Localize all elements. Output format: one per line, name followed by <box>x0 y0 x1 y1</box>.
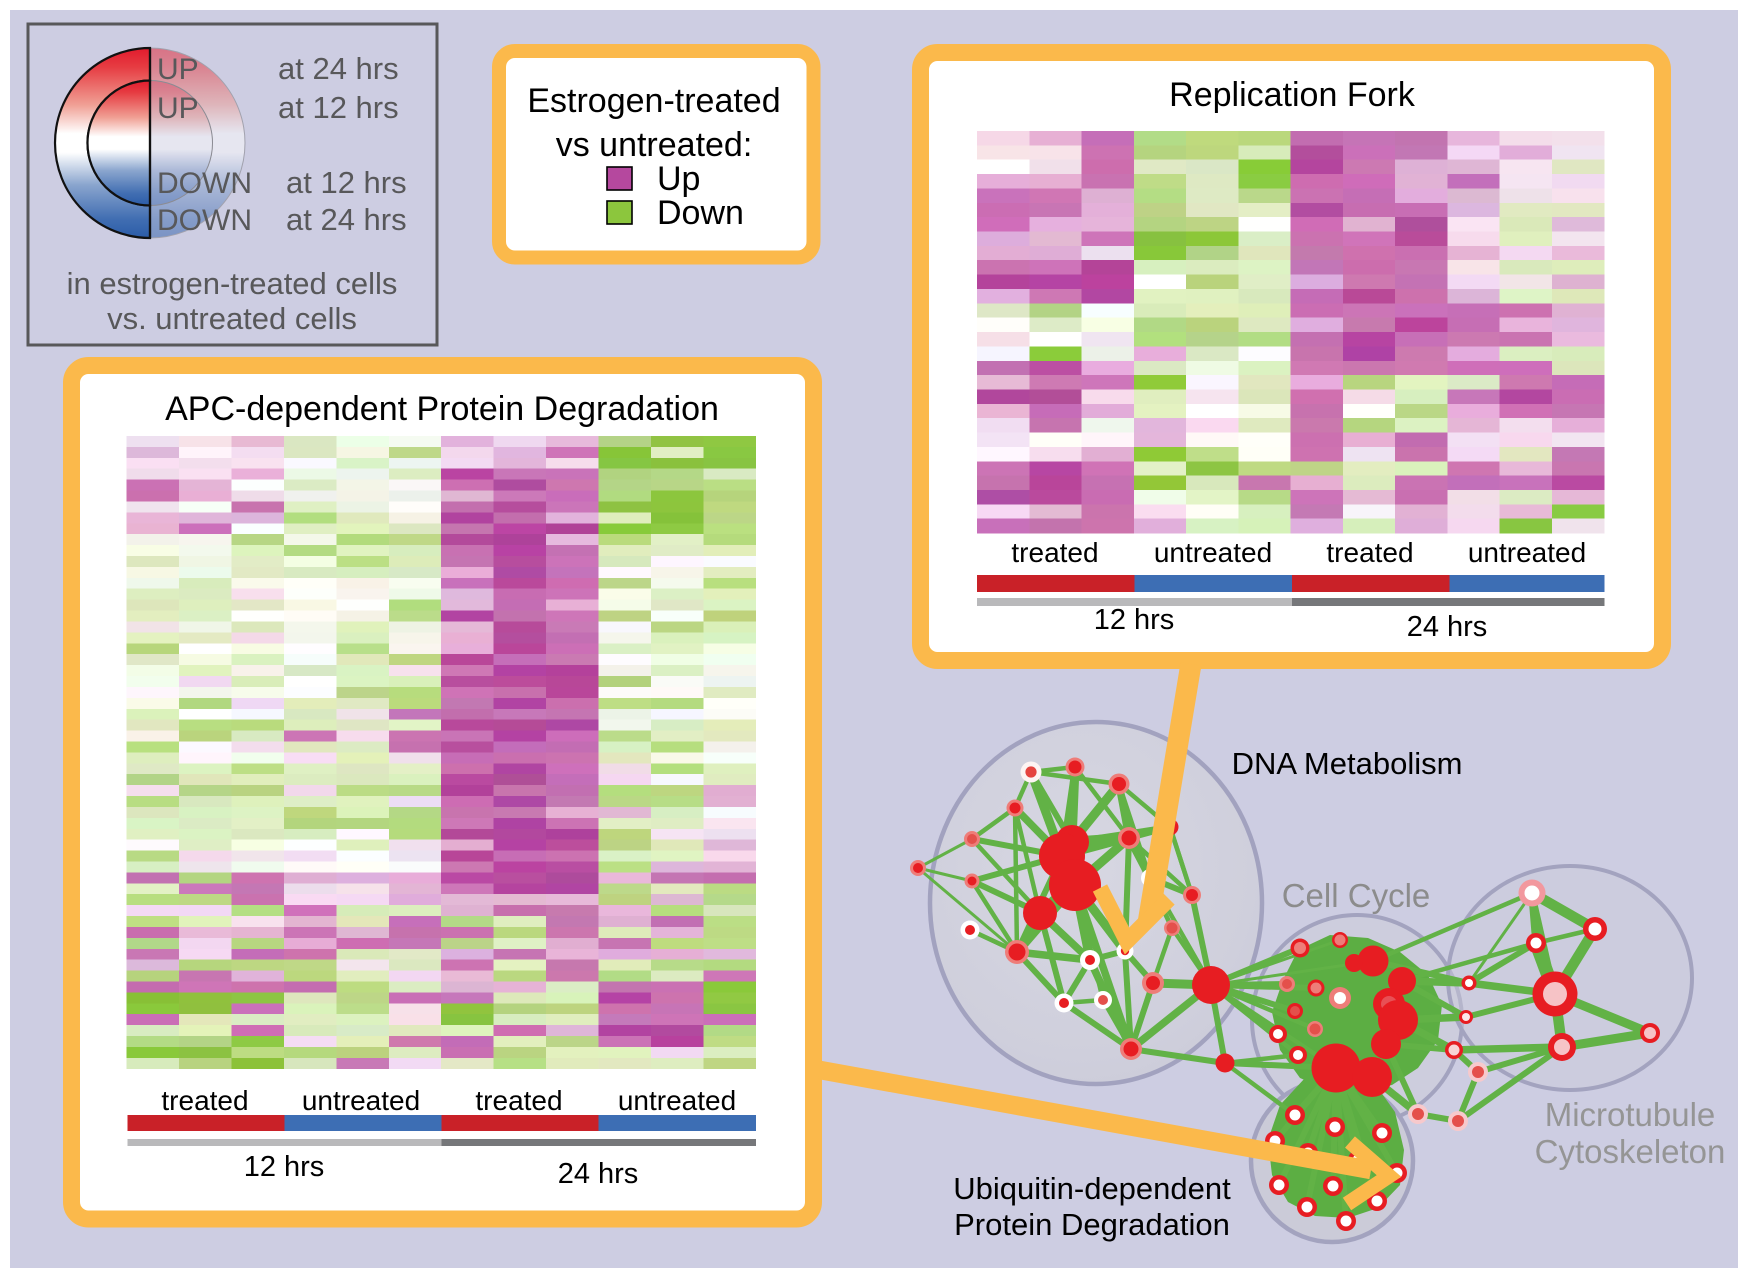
svg-text:Up: Up <box>657 160 700 198</box>
svg-text:vs. untreated cells: vs. untreated cells <box>107 301 357 336</box>
svg-text:DOWN: DOWN <box>157 167 252 200</box>
svg-text:Cell Cycle: Cell Cycle <box>1282 877 1431 914</box>
svg-text:vs untreated:: vs untreated: <box>556 126 753 164</box>
svg-text:Protein Degradation: Protein Degradation <box>954 1207 1230 1242</box>
svg-text:12 hrs: 12 hrs <box>1094 604 1175 636</box>
svg-text:24 hrs: 24 hrs <box>558 1158 639 1190</box>
svg-text:treated: treated <box>161 1085 248 1116</box>
svg-text:DNA Metabolism: DNA Metabolism <box>1232 746 1463 781</box>
svg-text:Down: Down <box>657 194 744 232</box>
svg-text:Cytoskeleton: Cytoskeleton <box>1535 1133 1726 1170</box>
svg-text:in estrogen-treated cells: in estrogen-treated cells <box>67 266 398 301</box>
svg-text:treated: treated <box>1011 537 1098 568</box>
svg-text:24 hrs: 24 hrs <box>1407 611 1488 643</box>
svg-text:untreated: untreated <box>618 1085 736 1116</box>
svg-text:untreated: untreated <box>1154 537 1272 568</box>
svg-text:12 hrs: 12 hrs <box>244 1151 325 1183</box>
svg-text:at 12 hrs: at 12 hrs <box>278 90 399 125</box>
svg-text:APC-dependent Protein Degradat: APC-dependent Protein Degradation <box>165 390 719 428</box>
svg-text:untreated: untreated <box>302 1085 420 1116</box>
svg-text:at 24 hrs: at 24 hrs <box>286 202 407 237</box>
svg-text:treated: treated <box>475 1085 562 1116</box>
svg-text:Replication Fork: Replication Fork <box>1169 76 1416 114</box>
svg-text:Ubiquitin-dependent: Ubiquitin-dependent <box>953 1171 1231 1206</box>
svg-text:at 24 hrs: at 24 hrs <box>278 51 399 86</box>
svg-text:DOWN: DOWN <box>157 204 252 237</box>
svg-text:treated: treated <box>1326 537 1413 568</box>
svg-text:untreated: untreated <box>1468 537 1586 568</box>
svg-text:at 12 hrs: at 12 hrs <box>286 165 407 200</box>
svg-text:UP: UP <box>157 53 199 86</box>
svg-text:UP: UP <box>157 92 199 125</box>
svg-text:Microtubule: Microtubule <box>1545 1096 1716 1133</box>
svg-text:Estrogen-treated: Estrogen-treated <box>527 82 780 120</box>
